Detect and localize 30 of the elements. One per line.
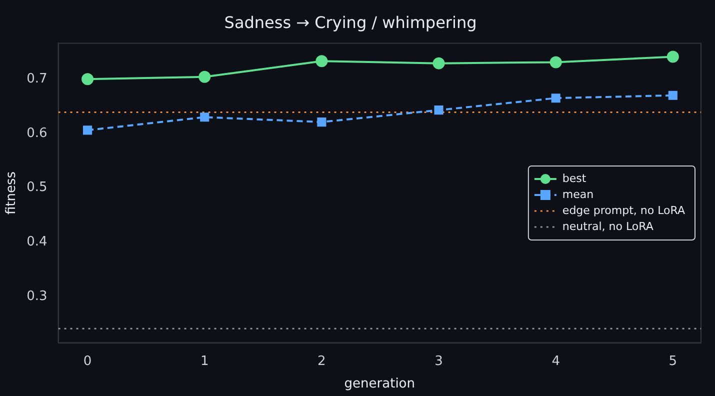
point [550, 56, 562, 68]
y-tick-label: 0.5 [26, 180, 48, 196]
point [200, 112, 210, 122]
y-tick-label: 0.7 [26, 71, 48, 86]
y-tick-label: 0.3 [26, 288, 48, 304]
point [551, 94, 560, 103]
point [198, 70, 211, 83]
point [666, 50, 679, 63]
point [83, 126, 92, 135]
x-tick-label: 2 [318, 354, 326, 369]
x-tick-label: 1 [200, 354, 209, 369]
legend-label: mean [562, 188, 594, 201]
point [432, 57, 445, 70]
legend-label: edge prompt, no LoRA [562, 204, 686, 217]
y-tick-label: 0.6 [26, 126, 48, 141]
x-tick-label: 5 [668, 354, 678, 369]
point [317, 118, 326, 127]
legend-label: best [562, 172, 587, 185]
x-tick-label: 3 [434, 354, 443, 369]
x-axis-title: generation [344, 376, 415, 392]
point [668, 90, 678, 100]
point [316, 55, 328, 68]
legend-label: neutral, no LoRA [562, 220, 654, 233]
x-tick-label: 4 [552, 354, 560, 369]
y-axis-title: fitness [4, 171, 20, 215]
point [434, 106, 444, 115]
x-tick-label: 0 [83, 354, 92, 369]
point [82, 73, 94, 86]
y-tick-label: 0.4 [26, 234, 48, 250]
chart-title: Sadness → Crying / whimpering [224, 12, 477, 32]
